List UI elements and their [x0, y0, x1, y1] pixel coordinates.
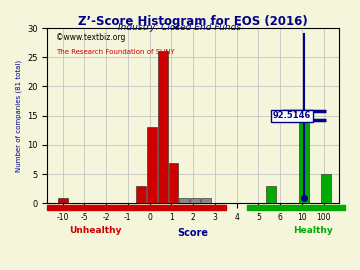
Text: ©www.textbiz.org: ©www.textbiz.org — [56, 33, 126, 42]
Y-axis label: Number of companies (81 total): Number of companies (81 total) — [15, 60, 22, 172]
Bar — [266, 186, 276, 204]
Bar — [58, 198, 68, 204]
Bar — [299, 116, 309, 204]
Bar — [321, 174, 330, 204]
Text: 92.5146: 92.5146 — [273, 111, 311, 120]
Bar — [247, 205, 345, 211]
Bar — [190, 198, 200, 204]
Bar — [168, 163, 179, 204]
Text: Industry: Closed End Funds: Industry: Closed End Funds — [118, 23, 242, 32]
Text: Unhealthy: Unhealthy — [69, 226, 121, 235]
Bar — [180, 198, 189, 204]
Bar — [158, 51, 167, 204]
Bar — [201, 198, 211, 204]
Bar — [136, 186, 146, 204]
Text: Healthy: Healthy — [293, 226, 333, 235]
Text: The Research Foundation of SUNY: The Research Foundation of SUNY — [56, 49, 175, 55]
Bar — [147, 127, 157, 204]
Title: Z’-Score Histogram for EOS (2016): Z’-Score Histogram for EOS (2016) — [78, 15, 308, 28]
Bar — [48, 205, 226, 211]
X-axis label: Score: Score — [177, 228, 208, 238]
